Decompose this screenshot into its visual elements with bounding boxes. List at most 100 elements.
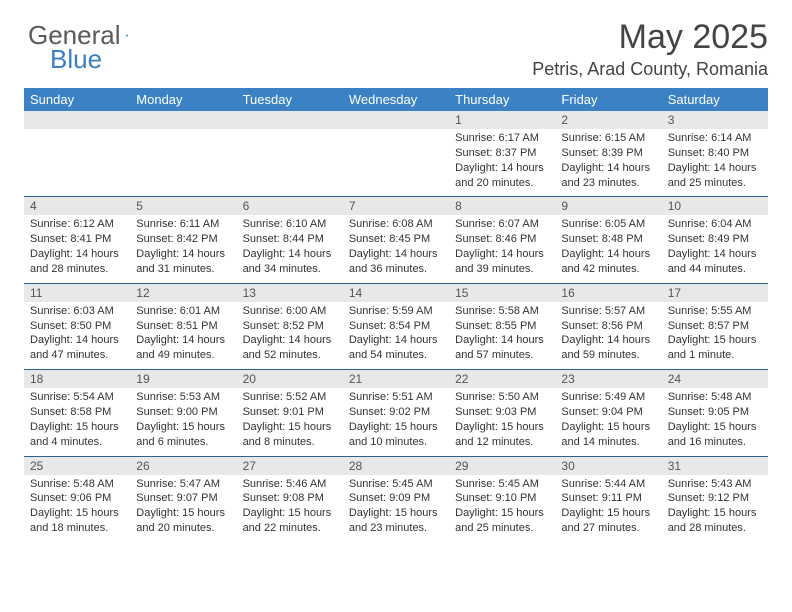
sunrise-line: Sunrise: 5:49 AM: [561, 390, 655, 405]
day-number-cell: 14: [343, 283, 449, 302]
sunrise-line: Sunrise: 5:51 AM: [349, 390, 443, 405]
sunrise-line: Sunrise: 6:04 AM: [668, 217, 762, 232]
day-number-row: 11121314151617: [24, 283, 768, 302]
daylight-line: Daylight: 15 hours and 12 minutes.: [455, 420, 549, 450]
day-number-cell: 22: [449, 370, 555, 389]
day-info-row: Sunrise: 6:12 AMSunset: 8:41 PMDaylight:…: [24, 215, 768, 283]
sunset-line: Sunset: 9:06 PM: [30, 491, 124, 506]
sunrise-line: Sunrise: 6:05 AM: [561, 217, 655, 232]
day-info-cell: Sunrise: 5:49 AMSunset: 9:04 PMDaylight:…: [555, 388, 661, 456]
day-info-cell: [130, 129, 236, 197]
day-number-cell: 12: [130, 283, 236, 302]
daylight-line: Daylight: 15 hours and 16 minutes.: [668, 420, 762, 450]
sunrise-line: Sunrise: 6:08 AM: [349, 217, 443, 232]
sunset-line: Sunset: 8:52 PM: [243, 319, 337, 334]
sunrise-line: Sunrise: 5:43 AM: [668, 477, 762, 492]
day-number-cell: 20: [237, 370, 343, 389]
daylight-line: Daylight: 14 hours and 36 minutes.: [349, 247, 443, 277]
sunset-line: Sunset: 9:04 PM: [561, 405, 655, 420]
day-number-cell: [24, 111, 130, 129]
day-info-cell: Sunrise: 6:17 AMSunset: 8:37 PMDaylight:…: [449, 129, 555, 197]
daylight-line: Daylight: 15 hours and 1 minute.: [668, 333, 762, 363]
daylight-line: Daylight: 15 hours and 28 minutes.: [668, 506, 762, 536]
sunrise-line: Sunrise: 6:15 AM: [561, 131, 655, 146]
day-info-cell: Sunrise: 5:45 AMSunset: 9:09 PMDaylight:…: [343, 475, 449, 542]
sunset-line: Sunset: 8:37 PM: [455, 146, 549, 161]
day-number-cell: 21: [343, 370, 449, 389]
sunrise-line: Sunrise: 6:00 AM: [243, 304, 337, 319]
daylight-line: Daylight: 15 hours and 14 minutes.: [561, 420, 655, 450]
day-info-row: Sunrise: 5:54 AMSunset: 8:58 PM Daylight:…: [24, 388, 768, 456]
sunset-line: Sunset: 8:49 PM: [668, 232, 762, 247]
day-info-cell: Sunrise: 5:57 AMSunset: 8:56 PMDaylight:…: [555, 302, 661, 370]
sunset-line: Sunset: 8:54 PM: [349, 319, 443, 334]
sunset-line: Sunset: 9:02 PM: [349, 405, 443, 420]
sunset-line: Sunset: 9:12 PM: [668, 491, 762, 506]
daylight-line: Daylight: 14 hours and 28 minutes.: [30, 247, 124, 277]
sunset-line: Sunset: 9:03 PM: [455, 405, 549, 420]
sunset-line: Sunset: 9:00 PM: [136, 405, 230, 420]
daylight-line: Daylight: 15 hours and 22 minutes.: [243, 506, 337, 536]
day-number-cell: 5: [130, 197, 236, 216]
sunset-line: Sunset: 8:58 PM: [30, 405, 124, 420]
day-info-row: Sunrise: 6:17 AMSunset: 8:37 PMDaylight:…: [24, 129, 768, 197]
sunrise-line: Sunrise: 5:58 AM: [455, 304, 549, 319]
sunset-line: Sunset: 9:10 PM: [455, 491, 549, 506]
day-number-cell: 6: [237, 197, 343, 216]
sunset-line: Sunset: 9:09 PM: [349, 491, 443, 506]
daylight-line: Daylight: 14 hours and 49 minutes.: [136, 333, 230, 363]
sunrise-line: Sunrise: 5:47 AM: [136, 477, 230, 492]
day-info-cell: Sunrise: 6:03 AMSunset: 8:50 PMDaylight:…: [24, 302, 130, 370]
daylight-line: Daylight: 15 hours and 6 minutes.: [136, 420, 230, 450]
day-info-cell: Sunrise: 6:00 AMSunset: 8:52 PMDaylight:…: [237, 302, 343, 370]
day-number-cell: 28: [343, 456, 449, 475]
sunrise-line: Sunrise: 5:53 AM: [136, 390, 230, 405]
day-number-cell: [237, 111, 343, 129]
day-number-cell: 4: [24, 197, 130, 216]
day-number-cell: 15: [449, 283, 555, 302]
sunset-line: Sunset: 8:39 PM: [561, 146, 655, 161]
day-info-cell: Sunrise: 5:50 AMSunset: 9:03 PMDaylight:…: [449, 388, 555, 456]
sunrise-line: Sunrise: 6:14 AM: [668, 131, 762, 146]
day-info-cell: Sunrise: 6:14 AMSunset: 8:40 PMDaylight:…: [662, 129, 768, 197]
day-number-cell: 24: [662, 370, 768, 389]
day-number-cell: 25: [24, 456, 130, 475]
day-number-cell: 8: [449, 197, 555, 216]
day-info-cell: Sunrise: 6:10 AMSunset: 8:44 PMDaylight:…: [237, 215, 343, 283]
day-info-cell: [237, 129, 343, 197]
weekday-header-row: SundayMondayTuesdayWednesdayThursdayFrid…: [24, 88, 768, 111]
sunrise-line: Sunrise: 6:17 AM: [455, 131, 549, 146]
day-info-cell: Sunrise: 5:58 AMSunset: 8:55 PMDaylight:…: [449, 302, 555, 370]
day-info-cell: Sunrise: 5:47 AMSunset: 9:07 PMDaylight:…: [130, 475, 236, 542]
sunset-line: Sunset: 9:05 PM: [668, 405, 762, 420]
day-info-cell: Sunrise: 5:43 AMSunset: 9:12 PMDaylight:…: [662, 475, 768, 542]
day-number-cell: 2: [555, 111, 661, 129]
sunset-line: Sunset: 8:57 PM: [668, 319, 762, 334]
calendar-table: SundayMondayTuesdayWednesdayThursdayFrid…: [24, 88, 768, 542]
weekday-header: Monday: [130, 88, 236, 111]
daylight-line: Daylight: 14 hours and 54 minutes.: [349, 333, 443, 363]
day-number-cell: 10: [662, 197, 768, 216]
day-number-cell: 11: [24, 283, 130, 302]
day-info-cell: Sunrise: 6:08 AMSunset: 8:45 PMDaylight:…: [343, 215, 449, 283]
location: Petris, Arad County, Romania: [24, 59, 768, 80]
day-info-cell: Sunrise: 5:51 AMSunset: 9:02 PMDaylight:…: [343, 388, 449, 456]
daylight-line: Daylight: 14 hours and 20 minutes.: [455, 161, 549, 191]
day-info-cell: Sunrise: 6:05 AMSunset: 8:48 PMDaylight:…: [555, 215, 661, 283]
day-number-cell: 26: [130, 456, 236, 475]
day-info-cell: Sunrise: 5:46 AMSunset: 9:08 PMDaylight:…: [237, 475, 343, 542]
daylight-line: Daylight: 14 hours and 34 minutes.: [243, 247, 337, 277]
sunrise-line: Sunrise: 5:54 AM: [30, 390, 124, 405]
day-info-cell: Sunrise: 6:04 AMSunset: 8:49 PMDaylight:…: [662, 215, 768, 283]
weekday-header: Tuesday: [237, 88, 343, 111]
day-number-row: 123: [24, 111, 768, 129]
sunrise-line: Sunrise: 5:45 AM: [349, 477, 443, 492]
sunset-line: Sunset: 8:56 PM: [561, 319, 655, 334]
daylight-line: Daylight: 15 hours and 23 minutes.: [349, 506, 443, 536]
sunrise-line: Sunrise: 5:46 AM: [243, 477, 337, 492]
sunrise-line: Sunrise: 6:07 AM: [455, 217, 549, 232]
day-info-cell: Sunrise: 6:12 AMSunset: 8:41 PMDaylight:…: [24, 215, 130, 283]
day-info-cell: Sunrise: 6:07 AMSunset: 8:46 PMDaylight:…: [449, 215, 555, 283]
daylight-line: Daylight: 15 hours and 8 minutes.: [243, 420, 337, 450]
sunset-line: Sunset: 8:41 PM: [30, 232, 124, 247]
